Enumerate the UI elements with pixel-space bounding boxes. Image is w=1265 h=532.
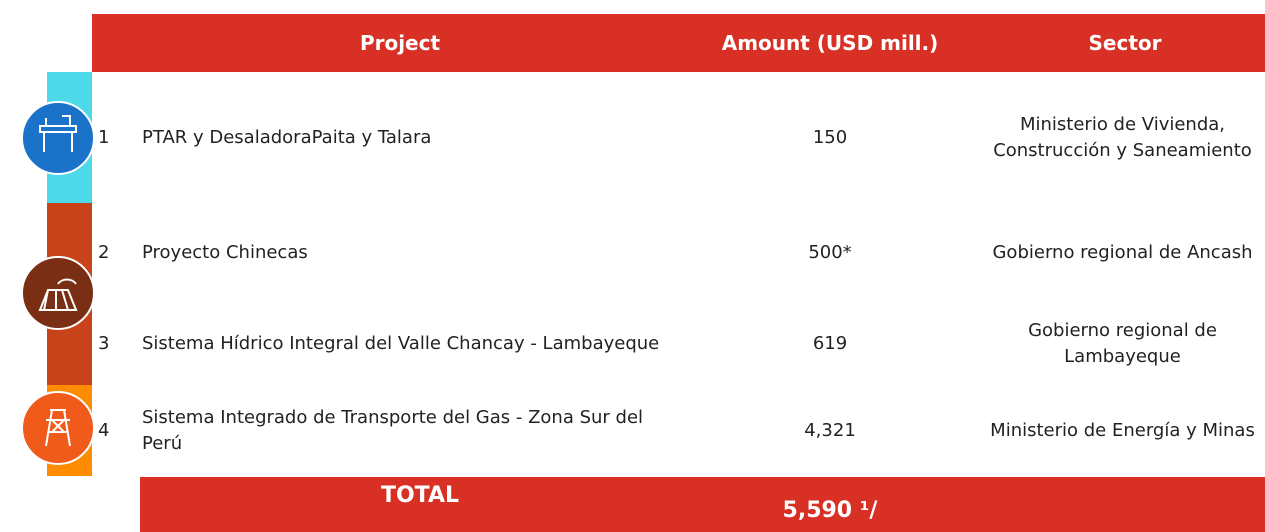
header-cell: Amount (USD mill.)	[721, 31, 939, 55]
amount: 619	[812, 333, 848, 354]
total-bar	[140, 477, 1265, 532]
header-cell: Project	[359, 31, 441, 55]
amount: 4,321	[804, 419, 856, 441]
sector: Gobierno regional de Ancash	[992, 242, 1253, 263]
icons	[21, 101, 95, 465]
project-name: Proyecto Chinecas	[142, 242, 308, 263]
total-label: TOTAL	[380, 482, 460, 508]
sector: Ministerio de Vivienda, Construcción y S…	[993, 113, 1252, 161]
icon-agri	[21, 256, 95, 330]
row-number: 3	[98, 333, 110, 354]
amount: 500*	[808, 242, 852, 263]
header-bar	[92, 14, 1265, 72]
sector: Ministerio de Energía y Minas	[990, 419, 1255, 441]
total-value: 5,590 ¹/	[782, 497, 878, 523]
project-name: PTAR y DesaladoraPaita y Talara	[142, 126, 432, 148]
header-cell: Sector	[1088, 31, 1162, 55]
row-number: 2	[98, 242, 110, 263]
sector: Gobierno regional de Lambayeque	[1028, 320, 1217, 367]
project-name: Sistema Hídrico Integral del Valle Chanc…	[142, 333, 660, 354]
row-number: 4	[98, 419, 110, 441]
icon-water	[21, 101, 95, 175]
icon-energy	[21, 391, 95, 465]
project-name: Sistema Integrado de Transporte del Gas …	[142, 406, 644, 454]
amount: 150	[812, 126, 848, 148]
row-number: 1	[98, 126, 110, 148]
